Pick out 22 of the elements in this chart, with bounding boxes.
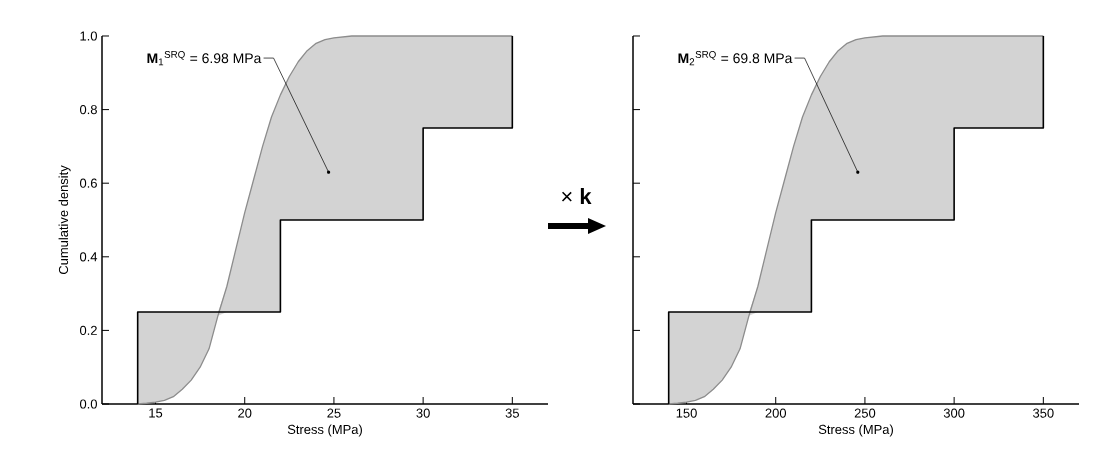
x-tick-label: 150	[676, 408, 697, 418]
x-tick-label: 200	[765, 408, 787, 418]
y-tick-label: 1.0	[80, 31, 97, 41]
x-tick-label: 30	[416, 408, 430, 418]
y-axis-title: Cumulative density	[58, 165, 71, 275]
x-axis-title: Stress (MPa)	[287, 424, 362, 437]
x-tick-label: 350	[1033, 408, 1054, 418]
x-tick-label: 300	[943, 408, 965, 418]
text: × k	[561, 188, 592, 204]
x-tick-label: 250	[854, 408, 876, 418]
annotation: M$_{1}$$^{SRQ}$ = 6.98 MPa	[147, 50, 262, 66]
x-tick-label: 15	[149, 408, 163, 418]
y-tick-label: 0.0	[79, 399, 97, 409]
y-tick-label: 0.8	[79, 105, 97, 115]
x-tick-label: 25	[327, 408, 341, 418]
x-axis-title: Stress (MPa)	[818, 424, 893, 437]
x-tick-label: 35	[505, 408, 519, 418]
y-tick-label: 0.4	[79, 252, 98, 262]
y-tick-label: 0.2	[79, 325, 97, 335]
x-tick-label: 20	[238, 408, 252, 418]
annotation: M$_{2}$$^{SRQ}$ = 69.8 MPa	[678, 50, 793, 66]
y-tick-label: 0.6	[79, 178, 97, 188]
